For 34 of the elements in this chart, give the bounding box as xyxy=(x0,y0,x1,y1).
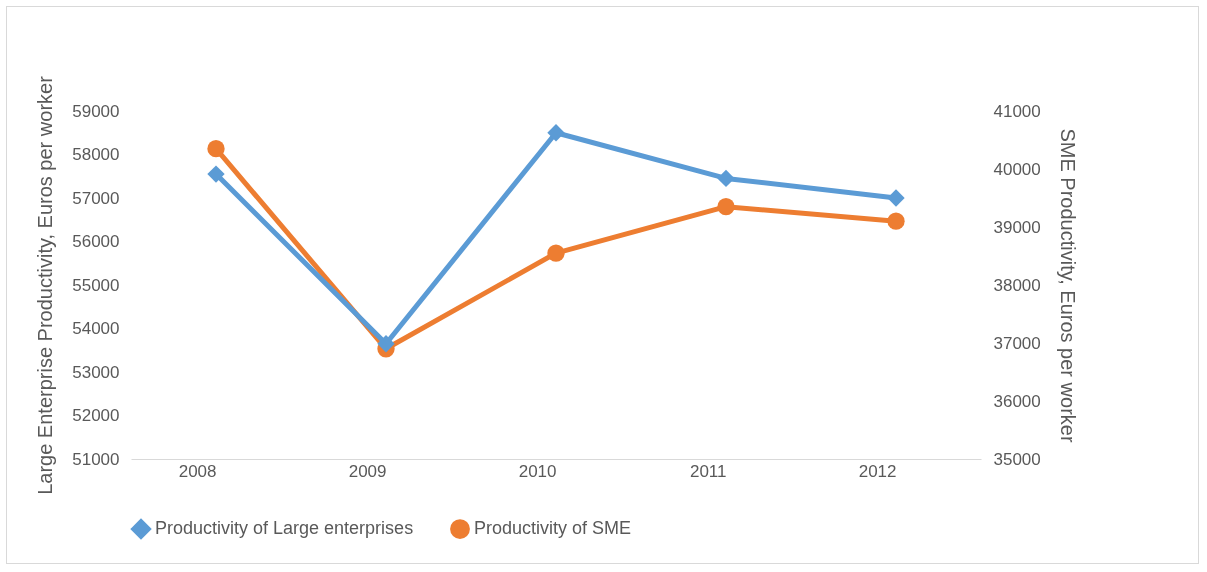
y2-tick-label: 40000 xyxy=(993,159,1041,179)
y-tick-label: 56000 xyxy=(72,232,120,251)
point xyxy=(547,244,565,262)
legend-label: Productivity of Large enterprises xyxy=(155,518,414,539)
y-tick-label: 59000 xyxy=(72,101,120,121)
y2-tick-label: 37000 xyxy=(993,333,1041,353)
point xyxy=(717,169,735,188)
point xyxy=(207,140,225,158)
y-tick-label: 57000 xyxy=(72,188,120,208)
x-tick-label: 2009 xyxy=(348,461,387,481)
point xyxy=(887,212,905,230)
y-tick-label: 52000 xyxy=(72,406,120,425)
point xyxy=(547,124,565,142)
y2-tick-label: 41000 xyxy=(993,101,1041,121)
y-tick-label: 51000 xyxy=(72,449,120,469)
y2-axis-title: SME Productivity, Euros per worker xyxy=(1056,128,1079,443)
x-tick-label: 2008 xyxy=(178,461,217,481)
x-tick-label: 2011 xyxy=(689,461,727,481)
legend-label: Productivity of SME xyxy=(474,518,632,539)
point xyxy=(377,335,395,353)
y-axis-title: Large Enterprise Productivity, Euros per worker xyxy=(34,75,57,495)
y2-tick-label: 36000 xyxy=(993,391,1041,411)
x-tick-label: 2010 xyxy=(518,461,557,481)
point xyxy=(887,189,905,207)
x-tick-label: 2012 xyxy=(858,461,897,481)
y2-tick-label: 35000 xyxy=(993,449,1041,469)
y-tick-label: 53000 xyxy=(72,362,120,382)
y2-tick-label: 38000 xyxy=(993,275,1041,295)
y2-tick-label: 39000 xyxy=(993,217,1041,237)
y-tick-label: 54000 xyxy=(72,319,120,338)
point xyxy=(717,198,735,216)
y-tick-label: 58000 xyxy=(72,145,120,164)
y-tick-label: 55000 xyxy=(72,275,120,295)
point xyxy=(207,165,225,183)
